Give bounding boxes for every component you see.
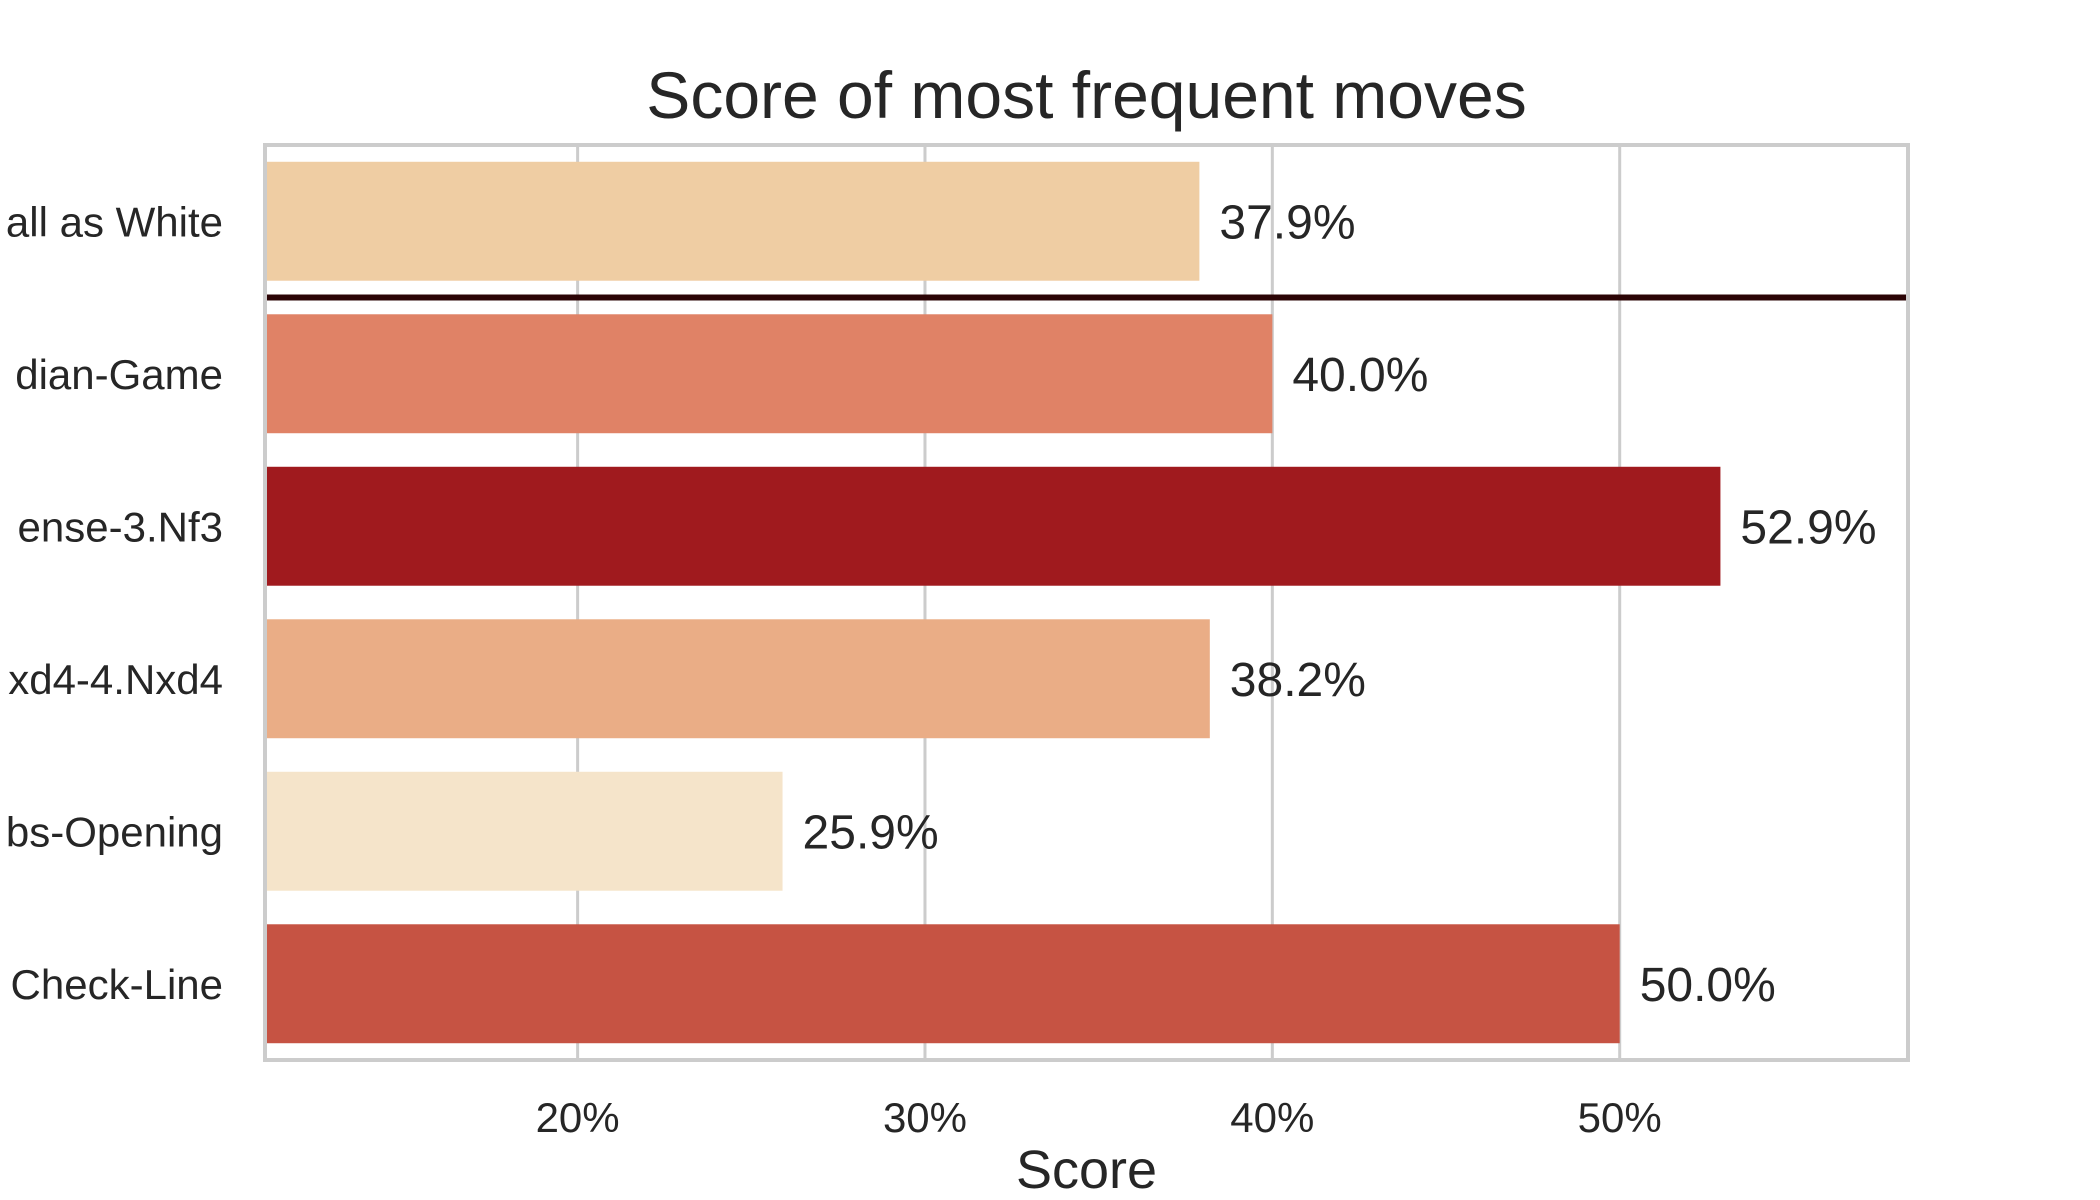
data-label: 52.9% xyxy=(1740,501,1876,554)
data-label: 50.0% xyxy=(1640,959,1776,1012)
bar xyxy=(267,466,1721,586)
bar xyxy=(267,161,1200,281)
labels: 20% 30% 40% 50% all as White 37.9% dian-Game 40… xyxy=(6,196,1877,1141)
bars xyxy=(267,161,1721,1044)
category-label: dian-Game xyxy=(15,351,223,398)
category-label: all as White xyxy=(6,198,223,245)
category-label: Check-Line xyxy=(11,961,223,1008)
bar xyxy=(267,619,1210,739)
plot-frame xyxy=(263,143,1910,1062)
gridlines xyxy=(576,145,1622,1060)
bar xyxy=(267,314,1273,434)
category-label: bs-Opening xyxy=(6,808,223,855)
bar xyxy=(267,771,783,891)
x-tick-label: 40% xyxy=(1230,1094,1314,1141)
data-label: 25.9% xyxy=(803,806,939,859)
x-tick-label: 50% xyxy=(1578,1094,1662,1141)
data-label: 37.9% xyxy=(1219,196,1355,249)
data-label: 40.0% xyxy=(1292,349,1428,402)
x-tick-label: 20% xyxy=(536,1094,620,1141)
chart-title: Score of most frequent moves xyxy=(646,58,1526,132)
x-axis-label: Score xyxy=(1016,1140,1157,1200)
x-tick-label: 30% xyxy=(883,1094,967,1141)
category-label: xd4-4.Nxd4 xyxy=(8,656,223,703)
data-label: 38.2% xyxy=(1230,654,1366,707)
category-label: ense-3.Nf3 xyxy=(18,503,223,550)
bar xyxy=(267,924,1620,1044)
